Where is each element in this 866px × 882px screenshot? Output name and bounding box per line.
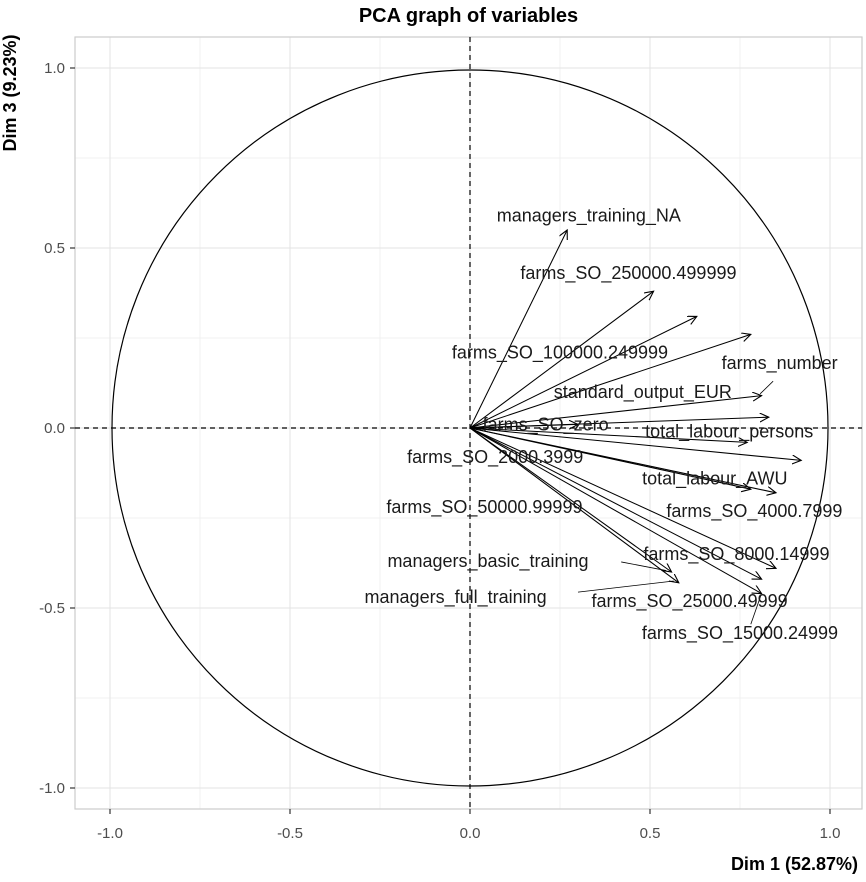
label-farms-so-100000-249999: farms_SO_100000.249999 bbox=[452, 342, 668, 363]
arrow-managers-basic-training bbox=[469, 427, 672, 572]
unit-circle bbox=[111, 69, 829, 787]
arrow-total-labour-persons bbox=[469, 417, 769, 429]
arrow-standard-output-eur bbox=[469, 396, 762, 429]
arrow-farms-so-4000-7999 bbox=[469, 427, 776, 493]
arrow-farms-so-2000-3999 bbox=[469, 427, 747, 442]
label-farms-so-8000-14999: farms_SO_8000.14999 bbox=[643, 544, 829, 565]
arrow-total-labour-awu bbox=[469, 427, 801, 460]
label-farms-so-25000-49999: farms_SO_25000.49999 bbox=[592, 591, 788, 612]
label-farms-so-50000-99999: farms_SO_50000.99999 bbox=[386, 497, 582, 518]
chart-title: PCA graph of variables bbox=[359, 5, 578, 27]
x-tick-label: -0.5 bbox=[277, 825, 303, 842]
x-tick-label: 0.0 bbox=[460, 825, 481, 842]
panel-border bbox=[74, 36, 863, 810]
y-tick-label: 1.0 bbox=[44, 60, 65, 77]
x-tick-label: -1.0 bbox=[97, 825, 123, 842]
y-tick-label: 0.0 bbox=[44, 420, 65, 437]
label-total-labour-persons: total_labour_persons bbox=[645, 422, 813, 443]
connector-farms-so-15000-24999 bbox=[750, 595, 762, 625]
label-farms-so-zero: farms_SO_zero bbox=[483, 414, 609, 435]
arrow-farms-so-15000-24999 bbox=[469, 427, 762, 594]
x-tick-label: 1.0 bbox=[820, 825, 841, 842]
panel-background bbox=[75, 37, 862, 809]
label-farms-so-15000-24999: farms_SO_15000.24999 bbox=[642, 623, 838, 644]
arrow-managers-full-training bbox=[469, 427, 679, 583]
arrow-farms-number bbox=[469, 334, 751, 429]
connector-managers-full-training bbox=[577, 580, 674, 593]
x-tick-label: 0.5 bbox=[640, 825, 661, 842]
label-farms-so-4000-7999: farms_SO_4000.7999 bbox=[666, 501, 842, 522]
label-managers-basic-training: managers_basic_training bbox=[387, 551, 588, 572]
label-farms-number: farms_number bbox=[722, 353, 838, 374]
arrow-farms-so-25000-49999 bbox=[469, 427, 762, 579]
arrow-farms-so-250000-499999 bbox=[469, 291, 654, 429]
label-farms-so-250000-499999: farms_SO_250000.499999 bbox=[520, 263, 736, 284]
label-standard-output-eur: standard_output_EUR bbox=[554, 382, 732, 403]
label-managers-training-na: managers_training_NA bbox=[497, 206, 681, 227]
connector-managers-basic-training bbox=[621, 561, 667, 571]
label-total-labour-awu: total_labour_AWU bbox=[642, 468, 787, 489]
x-axis-title: Dim 1 (52.87%) bbox=[731, 854, 858, 874]
arrow-farms-so-100000-249999 bbox=[469, 316, 697, 429]
y-axis-title: Dim 3 (9.23%) bbox=[0, 34, 20, 151]
y-tick-label: -1.0 bbox=[39, 780, 65, 797]
y-tick-label: -0.5 bbox=[39, 600, 65, 617]
label-farms-so-2000-3999: farms_SO_2000.3999 bbox=[407, 447, 583, 468]
arrow-farms-so-8000-14999 bbox=[469, 427, 776, 568]
label-managers-full-training: managers_full_training bbox=[365, 587, 547, 608]
y-tick-label: 0.5 bbox=[44, 240, 65, 257]
arrow-managers-training-na bbox=[469, 230, 567, 429]
